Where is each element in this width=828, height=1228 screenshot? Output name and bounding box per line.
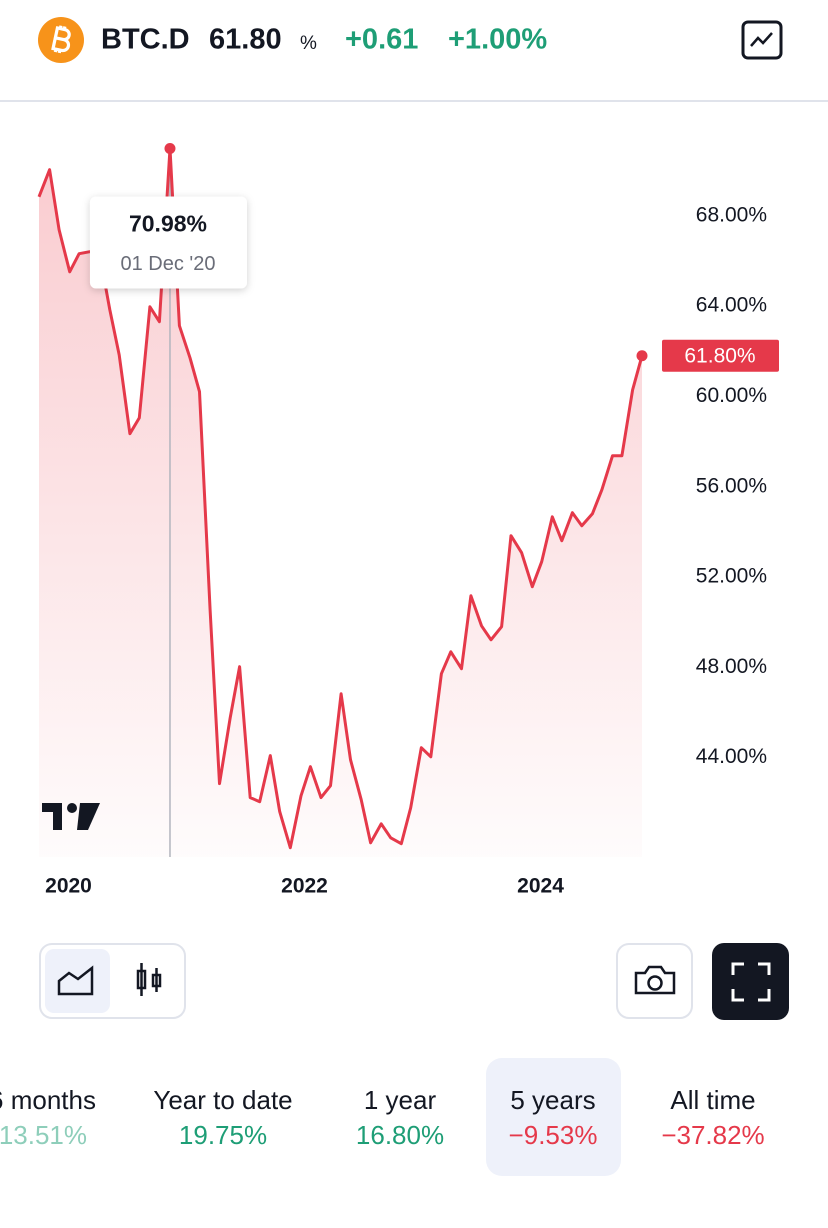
period-value[interactable]: 19.75% — [179, 1120, 267, 1150]
y-tick-label: 64.00% — [696, 294, 767, 317]
chart: 44.00% 48.00% 52.00% 56.00% 60.00% 64.00% 68.0… — [37, 143, 779, 898]
period-label[interactable]: 1 year — [364, 1085, 437, 1115]
tooltip-value: 70.98% — [129, 211, 207, 237]
period-bar: 6 months 13.51% Year to date 19.75% 1 year 16… — [0, 1058, 765, 1176]
tooltip-date: 01 Dec '20 — [120, 253, 215, 275]
line — [37, 147, 644, 850]
period-value[interactable]: −37.82% — [661, 1120, 764, 1150]
last-value-label: 61.80% — [684, 344, 755, 367]
symbol: BTC.D — [101, 24, 190, 56]
camera-icon — [634, 965, 676, 995]
x-tick-label: 2022 — [281, 875, 328, 898]
fullscreen-button[interactable] — [712, 943, 789, 1020]
header: BTC.D 61.80 % +0.61 +1.00% — [0, 17, 828, 102]
chart-toggle-icon — [750, 32, 773, 47]
y-tick-label: 52.00% — [696, 565, 767, 588]
period-label[interactable]: 5 years — [510, 1085, 595, 1115]
candle-style-button[interactable] — [136, 963, 162, 996]
tooltip — [89, 196, 247, 289]
camera-lens — [647, 975, 663, 991]
period-label[interactable]: 6 months — [0, 1085, 96, 1115]
change-pct: +1.00% — [448, 24, 547, 56]
last-value-badge — [662, 339, 779, 372]
period-value[interactable]: 13.51% — [0, 1120, 87, 1150]
area — [39, 148, 642, 857]
chart-toggle[interactable] — [741, 20, 783, 60]
fullscreen-icon — [731, 962, 771, 1002]
y-tick-label: 60.00% — [696, 384, 767, 407]
point-marker — [164, 143, 176, 155]
x-tick-label: 2024 — [517, 875, 564, 898]
line-style-icon — [57, 965, 94, 996]
snapshot-button[interactable] — [616, 943, 693, 1019]
change: +0.61 — [345, 24, 418, 56]
toolbar — [39, 943, 789, 1020]
x-tick-label: 2020 — [45, 875, 92, 898]
period-value[interactable]: −9.53% — [509, 1120, 598, 1150]
period-label[interactable]: All time — [670, 1085, 755, 1115]
coin-glyph — [51, 25, 71, 54]
price-unit: % — [300, 33, 317, 54]
point-marker — [636, 350, 648, 362]
y-tick-label: 48.00% — [696, 655, 767, 678]
period-selected — [486, 1058, 621, 1176]
price: 61.80 — [209, 24, 282, 56]
tv-logo — [42, 803, 100, 830]
line-style-button[interactable] — [45, 949, 110, 1013]
y-tick-label: 56.00% — [696, 474, 767, 497]
y-tick-label: 68.00% — [696, 203, 767, 226]
y-tick-label: 44.00% — [696, 745, 767, 768]
period-label[interactable]: Year to date — [153, 1085, 292, 1115]
period-value[interactable]: 16.80% — [356, 1120, 444, 1150]
